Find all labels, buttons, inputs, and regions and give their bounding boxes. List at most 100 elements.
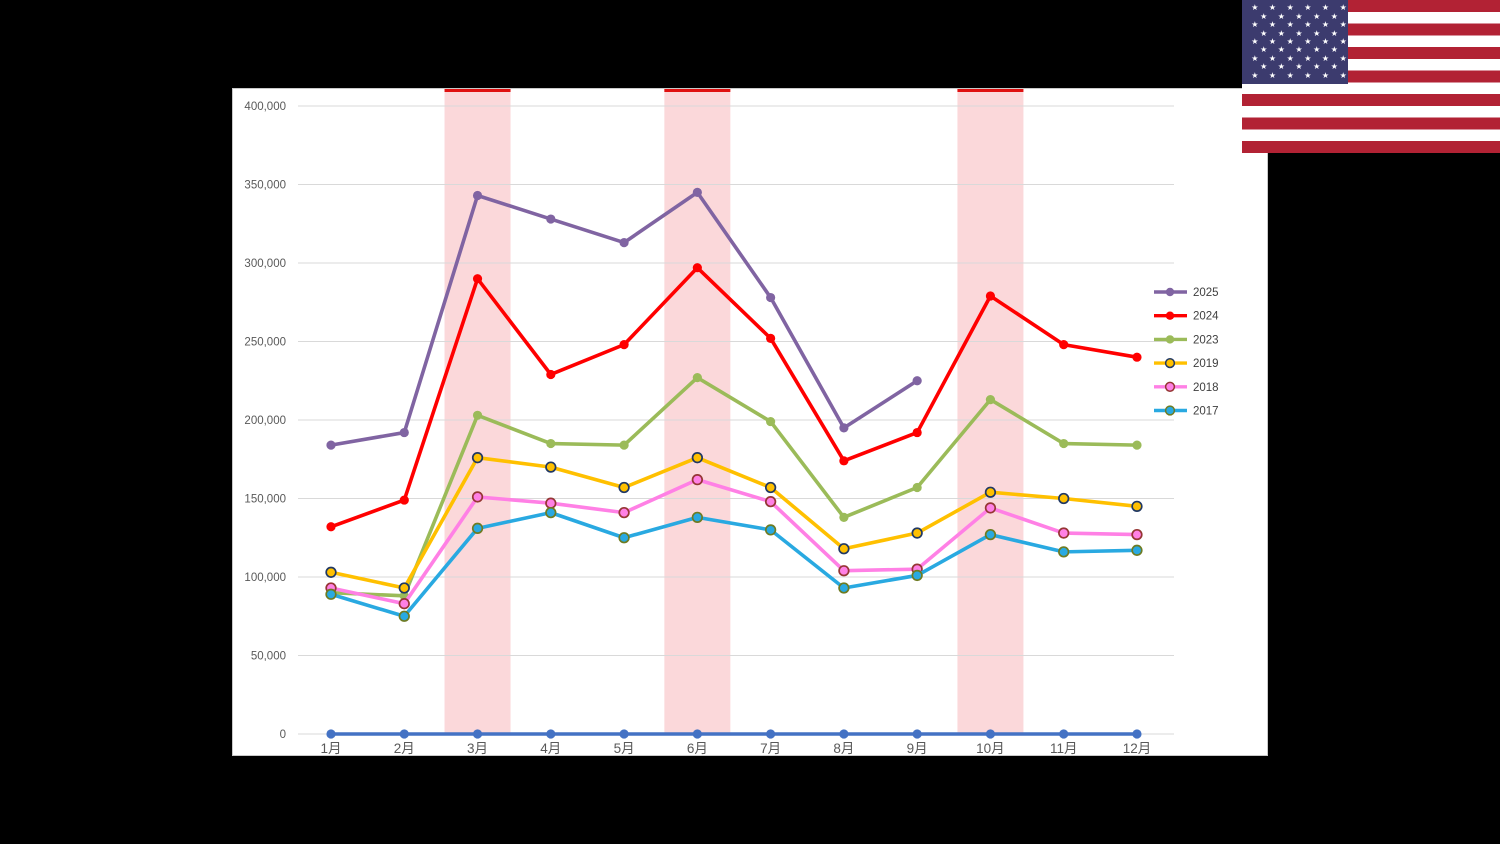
- series-2017-point: [764, 524, 777, 536]
- highlight-band-6月: [664, 89, 731, 734]
- series-2025: [329, 190, 919, 447]
- flag-star-icon: ★: [1304, 20, 1312, 30]
- series-2019-point: [1058, 492, 1070, 505]
- series-2024-point: [1132, 352, 1142, 362]
- flag-star-icon: ★: [1268, 70, 1277, 80]
- flag-star-icon: ★: [1286, 70, 1294, 80]
- series-2025-point: [546, 214, 556, 224]
- series-zero-line-point: [766, 729, 776, 739]
- highlight-band-cap-3月: [444, 89, 511, 92]
- y-tick-label: 200,000: [244, 415, 286, 427]
- series-2023-point: [1059, 438, 1069, 449]
- flag-star-icon: ★: [1286, 3, 1294, 13]
- series-2017-point: [545, 506, 557, 519]
- y-tick-label: 0: [280, 729, 286, 741]
- flag-star-icon: ★: [1268, 37, 1277, 46]
- series-2017-point: [1131, 544, 1143, 556]
- series-2023-point: [546, 438, 556, 449]
- flag-star-icon: ★: [1304, 70, 1312, 80]
- series-2024-point: [546, 369, 556, 380]
- flag-star-icon: ★: [1251, 53, 1259, 63]
- series-2017: [329, 510, 1139, 619]
- legend-label-2019: 2019: [1193, 358, 1219, 370]
- series-2019-point: [691, 452, 704, 464]
- series-2025-point: [399, 427, 409, 438]
- highlight-band-cap-10月: [957, 89, 1024, 92]
- series-zero-line-point: [546, 729, 556, 739]
- legend-marker-2023: [1165, 335, 1175, 344]
- flag-star-icon: ★: [1304, 37, 1312, 46]
- x-tick-label: 11月: [1050, 741, 1078, 755]
- flag-star-icon: ★: [1339, 70, 1347, 80]
- series-zero-line-point: [692, 729, 702, 739]
- y-tick-label: 150,000: [244, 494, 286, 506]
- flag-star-icon: ★: [1339, 37, 1347, 46]
- flag-star-icon: ★: [1304, 3, 1312, 13]
- x-tick-label: 5月: [614, 741, 635, 755]
- series-2019-point: [471, 452, 484, 464]
- legend-label-2023: 2023: [1193, 334, 1219, 346]
- flag-star-icon: ★: [1277, 62, 1285, 72]
- series-2017-point: [398, 610, 410, 622]
- series-2019-point: [618, 481, 630, 494]
- y-tick-label: 350,000: [244, 180, 286, 192]
- x-tick-label: 9月: [907, 741, 928, 755]
- series-2025-point: [692, 187, 702, 197]
- flag-star-icon: ★: [1286, 37, 1294, 46]
- flag-star-icon: ★: [1313, 62, 1321, 72]
- series-zero-line-point: [1059, 729, 1069, 739]
- flag-star-icon: ★: [1339, 3, 1347, 13]
- series-2025-point: [472, 190, 483, 201]
- flag-star-icon: ★: [1251, 20, 1259, 30]
- series-2018-point: [1058, 527, 1070, 539]
- series-2019: [329, 455, 1139, 590]
- series-2018-point: [984, 502, 997, 514]
- legend-label-2024: 2024: [1193, 311, 1219, 323]
- series-zero-line-point: [326, 729, 336, 739]
- series-2024-point: [472, 274, 483, 284]
- series-2024-point: [912, 427, 922, 438]
- legend-marker-2017: [1164, 405, 1176, 416]
- flag-star-icon: ★: [1268, 20, 1277, 30]
- series-2023-point: [766, 416, 776, 427]
- series-zero-line-point: [399, 729, 409, 739]
- series-2023-point: [985, 394, 996, 405]
- flag-star-icon: ★: [1268, 3, 1277, 13]
- highlight-band-cap-6月: [664, 89, 731, 92]
- x-tick-label: 2月: [394, 741, 415, 755]
- legend-marker-2025: [1165, 287, 1175, 297]
- flag-star-icon: ★: [1295, 62, 1303, 72]
- series-2019-point: [984, 486, 997, 498]
- series-2018-point: [691, 474, 704, 486]
- series-2018-point: [618, 506, 630, 519]
- flag-star-icon: ★: [1268, 53, 1277, 63]
- chart-svg: 0 50,000 100,000 150,000 200,000 250,000 300,0…: [244, 89, 1219, 755]
- series-zero-line-point: [472, 729, 483, 739]
- x-tick-label: 3月: [467, 741, 488, 755]
- series-2024-point: [692, 263, 702, 273]
- series-2019-point: [398, 582, 410, 594]
- flag-star-icon: ★: [1295, 28, 1303, 38]
- flag-star-icon: ★: [1260, 62, 1268, 72]
- series-2023-point: [839, 512, 849, 522]
- chart-panel: 0 50,000 100,000 150,000 200,000 250,000 300,0…: [232, 88, 1268, 756]
- series-2024-point: [399, 495, 409, 505]
- flag-star-icon: ★: [1330, 11, 1338, 21]
- series-2023: [329, 375, 1139, 598]
- series-2018-point: [764, 495, 777, 508]
- x-tick-label: 4月: [540, 741, 561, 755]
- series-2023-point: [912, 482, 922, 493]
- y-tick-label: 300,000: [244, 258, 286, 270]
- series-2018-point: [1131, 528, 1143, 541]
- series-2024-point: [619, 340, 629, 350]
- legend-label-2025: 2025: [1193, 287, 1219, 299]
- series-2024-point: [839, 456, 849, 466]
- series-zero-line-point: [839, 729, 849, 739]
- series-2018: [329, 477, 1139, 606]
- flag-star-icon: ★: [1321, 70, 1330, 80]
- flag-star-icon: ★: [1339, 53, 1347, 63]
- legend-marker-2024: [1165, 311, 1175, 320]
- series-2025-point: [912, 376, 922, 386]
- series-2019-point: [1131, 500, 1143, 513]
- flag-star-icon: ★: [1313, 45, 1321, 55]
